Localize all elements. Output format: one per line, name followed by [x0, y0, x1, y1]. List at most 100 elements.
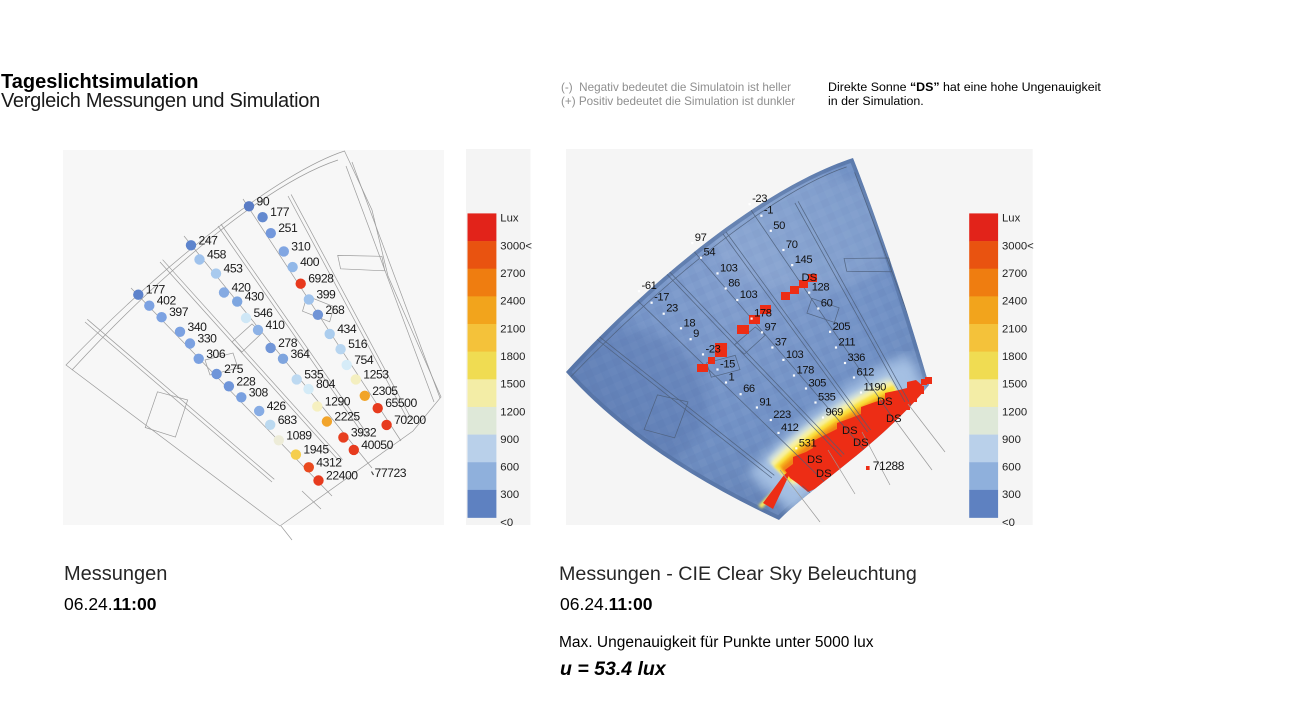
svg-text:DS: DS — [802, 272, 818, 284]
svg-text:90: 90 — [257, 194, 270, 208]
svg-text:DS: DS — [807, 454, 823, 466]
svg-text:60: 60 — [821, 298, 833, 310]
svg-text:426: 426 — [267, 399, 287, 413]
svg-text:330: 330 — [198, 332, 218, 346]
svg-text:400: 400 — [300, 255, 320, 269]
svg-text:Lux: Lux — [500, 213, 519, 225]
svg-text:531: 531 — [799, 437, 817, 449]
svg-text:1200: 1200 — [500, 406, 525, 418]
svg-text:2700: 2700 — [500, 268, 525, 280]
svg-text:91: 91 — [759, 397, 771, 409]
svg-text:145: 145 — [795, 254, 813, 266]
svg-text:1253: 1253 — [363, 367, 389, 381]
svg-text:23: 23 — [666, 303, 678, 315]
svg-text:2225: 2225 — [334, 410, 360, 424]
svg-text:DS: DS — [853, 437, 869, 449]
svg-text:-1: -1 — [764, 205, 773, 217]
svg-text:223: 223 — [773, 409, 791, 421]
svg-text:268: 268 — [325, 303, 345, 317]
svg-text:969: 969 — [826, 407, 844, 419]
svg-text:804: 804 — [316, 377, 336, 391]
svg-text:97: 97 — [695, 232, 707, 244]
svg-text:402: 402 — [157, 294, 177, 308]
svg-text:683: 683 — [278, 413, 298, 427]
svg-text:70: 70 — [786, 239, 798, 251]
svg-text:305: 305 — [809, 378, 827, 390]
svg-text:128: 128 — [812, 282, 830, 294]
svg-text:70200: 70200 — [394, 413, 426, 427]
svg-text:247: 247 — [199, 233, 219, 247]
svg-text:50: 50 — [773, 220, 785, 232]
svg-text:2305: 2305 — [372, 384, 398, 398]
svg-text:251: 251 — [278, 221, 298, 235]
svg-text:-61: -61 — [642, 280, 657, 292]
svg-text:66: 66 — [743, 383, 755, 395]
svg-text:40050: 40050 — [361, 438, 393, 452]
svg-text:535: 535 — [818, 392, 836, 404]
svg-text:3000<: 3000< — [500, 240, 532, 252]
svg-text:336: 336 — [848, 352, 866, 364]
svg-text:3000<: 3000< — [1002, 240, 1034, 252]
svg-text:77723: 77723 — [375, 466, 407, 480]
svg-text:900: 900 — [1002, 434, 1021, 446]
svg-text:DS: DS — [842, 425, 858, 437]
svg-text:364: 364 — [291, 347, 311, 361]
svg-text:178: 178 — [754, 308, 772, 320]
svg-text:37: 37 — [775, 337, 787, 349]
svg-text:420: 420 — [232, 281, 252, 295]
svg-text:205: 205 — [833, 321, 851, 333]
svg-text:1200: 1200 — [1002, 406, 1027, 418]
svg-text:-15: -15 — [720, 359, 735, 371]
svg-text:22400: 22400 — [326, 469, 358, 483]
svg-text:2100: 2100 — [500, 323, 525, 335]
svg-text:-17: -17 — [654, 292, 669, 304]
svg-text:-23: -23 — [752, 193, 767, 205]
svg-text:177: 177 — [270, 205, 290, 219]
svg-text:71288: 71288 — [873, 459, 905, 473]
svg-text:103: 103 — [720, 262, 738, 274]
svg-text:Lux: Lux — [1002, 213, 1021, 225]
svg-text:308: 308 — [249, 385, 269, 399]
svg-text:86: 86 — [728, 278, 740, 290]
svg-text:178: 178 — [797, 365, 815, 377]
svg-text:278: 278 — [278, 336, 298, 350]
svg-text:546: 546 — [254, 306, 274, 320]
svg-text:18: 18 — [684, 317, 696, 329]
svg-text:103: 103 — [786, 349, 804, 361]
svg-text:4312: 4312 — [316, 455, 342, 469]
svg-text:103: 103 — [740, 289, 758, 301]
svg-text:-23: -23 — [706, 343, 721, 355]
svg-text:2700: 2700 — [1002, 268, 1027, 280]
svg-text:412: 412 — [781, 422, 799, 434]
svg-text:9: 9 — [693, 328, 699, 340]
svg-text:228: 228 — [236, 374, 256, 388]
svg-text:397: 397 — [169, 305, 189, 319]
svg-text:2400: 2400 — [500, 296, 525, 308]
svg-text:54: 54 — [704, 247, 716, 259]
svg-text:310: 310 — [291, 239, 311, 253]
svg-text:516: 516 — [348, 337, 368, 351]
svg-text:1089: 1089 — [286, 428, 312, 442]
svg-text:<0: <0 — [500, 517, 513, 529]
svg-text:754: 754 — [354, 353, 374, 367]
svg-text:900: 900 — [500, 434, 519, 446]
svg-text:300: 300 — [1002, 489, 1021, 501]
svg-text:1945: 1945 — [303, 443, 329, 457]
svg-text:1190: 1190 — [864, 382, 887, 394]
svg-text:275: 275 — [224, 362, 244, 376]
svg-text:1: 1 — [729, 372, 735, 384]
svg-text:1290: 1290 — [325, 394, 351, 408]
svg-text:434: 434 — [337, 322, 357, 336]
svg-text:430: 430 — [245, 290, 265, 304]
svg-text:458: 458 — [207, 248, 227, 262]
svg-text:340: 340 — [188, 320, 208, 334]
svg-text:410: 410 — [266, 318, 286, 332]
svg-text:612: 612 — [857, 367, 875, 379]
svg-text:DS: DS — [886, 413, 902, 425]
svg-text:306: 306 — [206, 347, 226, 361]
svg-text:6928: 6928 — [308, 272, 334, 286]
svg-text:65500: 65500 — [385, 396, 417, 410]
svg-text:DS: DS — [877, 396, 893, 408]
svg-text:600: 600 — [1002, 462, 1021, 474]
svg-text:453: 453 — [224, 262, 244, 276]
